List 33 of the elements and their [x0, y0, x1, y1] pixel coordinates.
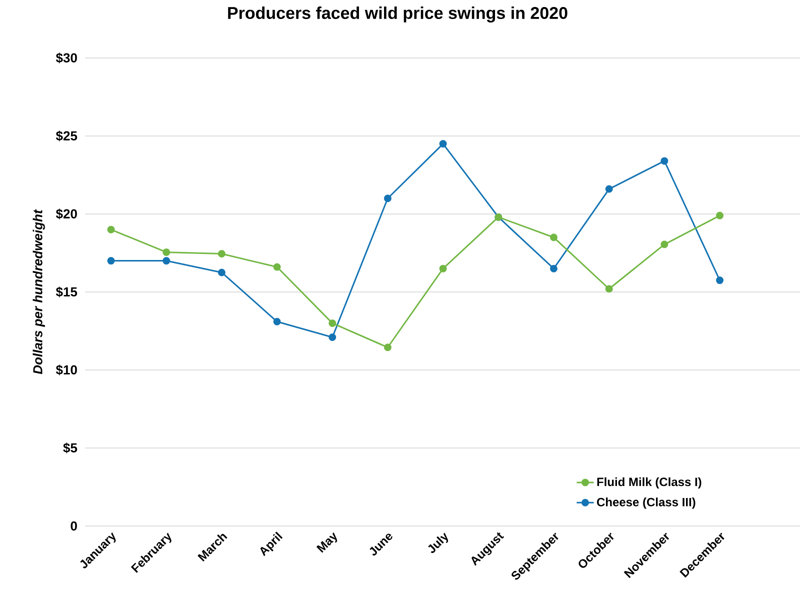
y-tick-label: $25: [56, 130, 78, 142]
point: [107, 257, 115, 265]
point: [605, 185, 613, 193]
y-tick-label: $15: [56, 286, 78, 298]
point: [107, 226, 115, 234]
legend-label: Fluid Milk (Class I): [597, 477, 702, 489]
point: [273, 263, 281, 271]
y-tick-label: $5: [63, 442, 78, 454]
point: [384, 344, 392, 352]
point: [162, 257, 170, 265]
point: [218, 268, 226, 276]
y-tick-label: $20: [56, 208, 77, 220]
point: [550, 264, 558, 272]
point: [273, 318, 281, 326]
point: [716, 276, 724, 284]
point: [550, 234, 558, 242]
point: [439, 140, 447, 148]
y-tick-label: $10: [56, 364, 77, 376]
point: [605, 285, 613, 293]
point: [162, 248, 170, 256]
point: [328, 319, 336, 327]
point: [439, 264, 447, 272]
point: [660, 157, 668, 165]
y-axis-title: Dollars per hundredweight: [32, 209, 45, 374]
point: [218, 250, 226, 258]
point: [328, 333, 336, 341]
y-tick-label: $30: [56, 52, 77, 64]
point: [384, 194, 392, 202]
y-tick-label: 0: [70, 521, 77, 531]
point: [716, 212, 724, 220]
chart-title: Producers faced wild price swings in 2020: [228, 6, 568, 22]
point: [660, 240, 668, 248]
legend-label: Cheese (Class III): [596, 498, 696, 509]
